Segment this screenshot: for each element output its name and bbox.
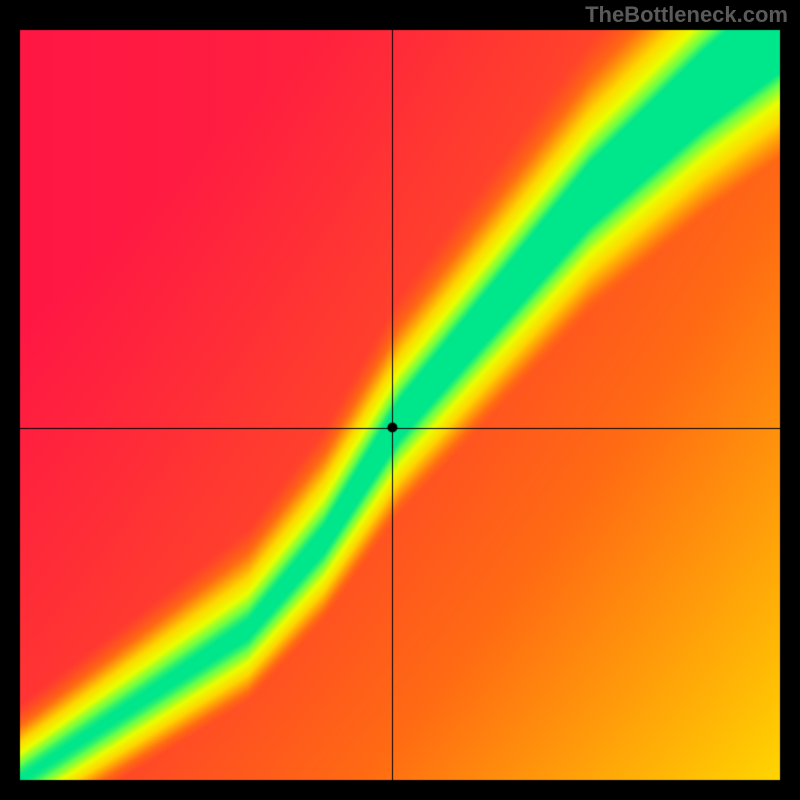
attribution-label: TheBottleneck.com [585,2,788,28]
bottleneck-heatmap-canvas [0,0,800,800]
